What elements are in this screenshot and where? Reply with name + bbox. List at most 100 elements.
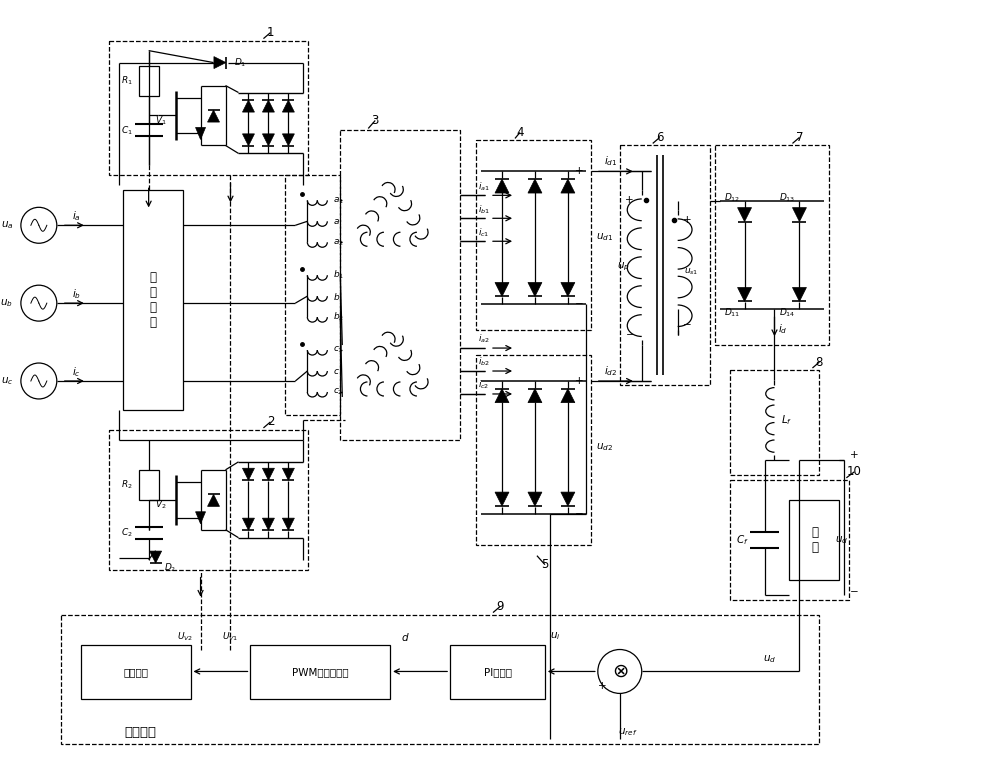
- Polygon shape: [495, 389, 509, 402]
- Polygon shape: [738, 208, 752, 221]
- Polygon shape: [561, 179, 575, 193]
- Text: +: +: [625, 196, 634, 205]
- Bar: [730, 480, 849, 600]
- Text: $b_2$: $b_2$: [333, 311, 344, 324]
- Text: $c$: $c$: [333, 367, 340, 375]
- Text: $b_1$: $b_1$: [333, 269, 345, 281]
- Text: 前
级
滤
波: 前 级 滤 波: [149, 271, 156, 329]
- Text: $D_2$: $D_2$: [164, 562, 177, 574]
- Polygon shape: [208, 110, 220, 122]
- Text: $i_{d1}$: $i_{d1}$: [604, 155, 618, 168]
- Polygon shape: [528, 179, 542, 193]
- Bar: [450, 644, 545, 700]
- Polygon shape: [561, 389, 575, 402]
- Text: $u_d$: $u_d$: [763, 653, 776, 666]
- Text: $i_b$: $i_b$: [72, 287, 81, 301]
- Polygon shape: [495, 283, 509, 296]
- Text: $i_d$: $i_d$: [778, 322, 787, 336]
- Polygon shape: [528, 283, 542, 296]
- Text: $V_1$: $V_1$: [155, 114, 166, 127]
- Text: $i_{c1}$: $i_{c1}$: [478, 226, 490, 239]
- Text: $L_f$: $L_f$: [781, 413, 792, 427]
- Text: $u_a$: $u_a$: [1, 219, 13, 231]
- Text: $u_{d2}$: $u_{d2}$: [596, 441, 613, 453]
- Polygon shape: [150, 551, 162, 563]
- Bar: [620, 146, 710, 385]
- Text: $D_{13}$: $D_{13}$: [779, 191, 796, 204]
- Text: 6: 6: [656, 131, 663, 144]
- Text: −: −: [574, 299, 583, 309]
- Bar: [81, 644, 191, 700]
- Bar: [109, 430, 308, 570]
- Text: $c_2$: $c_2$: [333, 387, 344, 397]
- Text: $U_{V2}$: $U_{V2}$: [177, 631, 194, 643]
- Text: $a_2$: $a_2$: [333, 237, 344, 248]
- Text: $\otimes$: $\otimes$: [612, 662, 628, 681]
- Text: −: −: [850, 587, 859, 597]
- Polygon shape: [282, 518, 294, 530]
- Polygon shape: [196, 127, 206, 139]
- Bar: [789, 500, 839, 580]
- Text: $i_{c2}$: $i_{c2}$: [478, 379, 489, 391]
- Text: $u_{s1}$: $u_{s1}$: [684, 267, 699, 277]
- Polygon shape: [262, 100, 274, 112]
- Text: −: −: [683, 320, 692, 330]
- Text: 8: 8: [816, 356, 823, 368]
- Text: 负
载: 负 载: [811, 526, 818, 553]
- Polygon shape: [282, 468, 294, 481]
- Bar: [285, 175, 340, 415]
- Text: $i_{b2}$: $i_{b2}$: [478, 356, 490, 368]
- Text: $i_{a2}$: $i_{a2}$: [478, 333, 490, 346]
- Polygon shape: [242, 100, 254, 112]
- Polygon shape: [242, 468, 254, 481]
- Text: +: +: [683, 215, 692, 225]
- Bar: [476, 140, 591, 330]
- Text: $i_a$: $i_a$: [72, 209, 81, 223]
- Text: $C_f$: $C_f$: [736, 533, 749, 547]
- Bar: [109, 41, 308, 175]
- Bar: [730, 370, 819, 475]
- Polygon shape: [242, 518, 254, 530]
- Bar: [715, 146, 829, 345]
- Polygon shape: [214, 57, 226, 68]
- Text: $i_c$: $i_c$: [72, 365, 81, 379]
- Bar: [139, 470, 159, 500]
- Text: $R_1$: $R_1$: [121, 74, 133, 87]
- Text: 7: 7: [796, 131, 803, 144]
- Text: $C_1$: $C_1$: [121, 124, 133, 136]
- Polygon shape: [495, 179, 509, 193]
- Text: 9: 9: [496, 600, 504, 613]
- Text: 10: 10: [847, 465, 862, 478]
- Polygon shape: [282, 134, 294, 146]
- Text: $a$: $a$: [333, 217, 340, 226]
- Polygon shape: [262, 134, 274, 146]
- Polygon shape: [282, 100, 294, 112]
- Text: $D_1$: $D_1$: [234, 56, 247, 69]
- Polygon shape: [792, 287, 806, 302]
- Text: $D_{14}$: $D_{14}$: [779, 307, 796, 319]
- Polygon shape: [738, 287, 752, 302]
- Text: 3: 3: [372, 114, 379, 127]
- Polygon shape: [196, 512, 206, 524]
- Text: +: +: [575, 376, 583, 386]
- Text: $i_{a1}$: $i_{a1}$: [478, 180, 490, 193]
- Text: $u_p$: $u_p$: [617, 261, 630, 274]
- Text: 2: 2: [267, 415, 274, 428]
- Text: 5: 5: [541, 558, 549, 572]
- Bar: [476, 355, 591, 545]
- Text: $u_d$: $u_d$: [835, 534, 848, 546]
- Bar: [123, 190, 183, 410]
- Text: $b$: $b$: [333, 290, 341, 302]
- Text: $i_{b1}$: $i_{b1}$: [478, 203, 490, 215]
- Text: 控制电路: 控制电路: [125, 726, 157, 739]
- Text: −: −: [625, 330, 634, 340]
- Polygon shape: [792, 208, 806, 221]
- Polygon shape: [528, 389, 542, 402]
- Text: $D_{11}$: $D_{11}$: [724, 307, 741, 319]
- Bar: [61, 615, 819, 744]
- Polygon shape: [262, 468, 274, 481]
- Text: $u_{ref}$: $u_{ref}$: [618, 726, 638, 738]
- Text: $C_2$: $C_2$: [121, 527, 133, 539]
- Text: PWM信号产生器: PWM信号产生器: [292, 667, 349, 677]
- Text: +: +: [575, 167, 583, 177]
